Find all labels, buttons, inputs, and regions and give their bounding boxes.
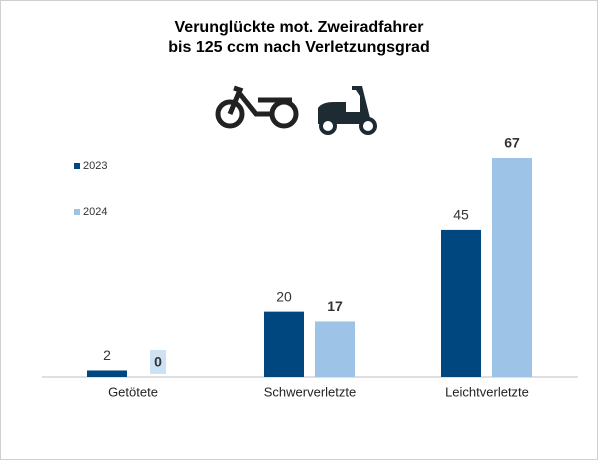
moped-icon <box>215 85 299 129</box>
bar <box>315 321 355 377</box>
legend-swatch <box>74 163 80 169</box>
data-label: 67 <box>504 135 520 151</box>
x-tick-label: Getötete <box>108 384 158 399</box>
label-box <box>150 350 166 374</box>
x-tick-label: Schwerverletzte <box>264 384 356 399</box>
data-label: 17 <box>327 298 343 314</box>
chart-title: bis 125 ccm nach Verletzungsgrad <box>168 39 429 56</box>
scooter-icon <box>318 86 377 135</box>
chart-title: Verunglückte mot. Zweiradfahrer <box>175 19 424 36</box>
bar <box>441 229 481 377</box>
data-label: 2 <box>103 347 111 363</box>
bar <box>264 311 304 377</box>
data-label: 0 <box>154 354 162 370</box>
legend-label: 2023 <box>83 160 107 172</box>
data-label: 45 <box>453 207 469 223</box>
bar <box>87 370 127 377</box>
legend-swatch <box>74 209 80 215</box>
x-tick-label: Leichtverletzte <box>445 384 529 399</box>
bar <box>492 158 532 377</box>
data-label: 20 <box>276 288 292 304</box>
legend-label: 2024 <box>83 206 107 218</box>
